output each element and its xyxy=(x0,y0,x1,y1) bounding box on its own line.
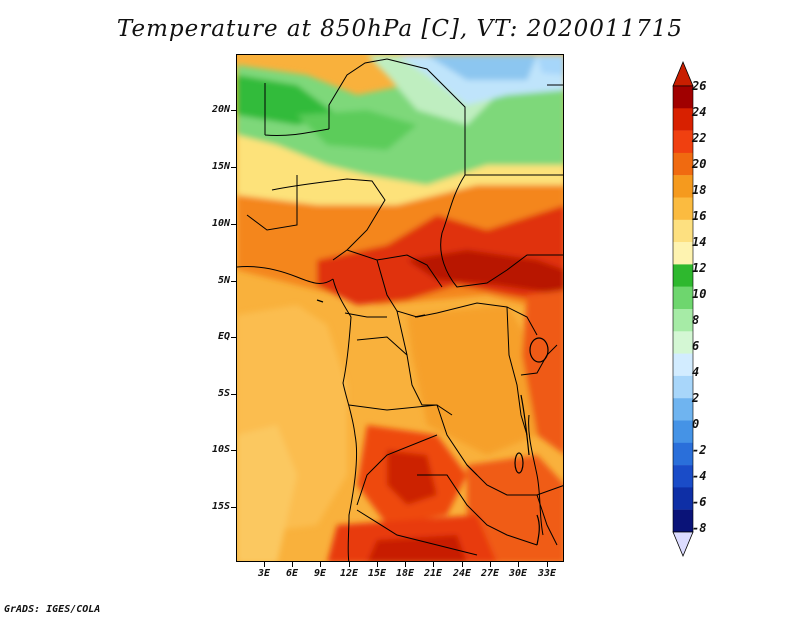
colorbar-label-neg4: -4 xyxy=(692,469,707,483)
colorbar-label-22: 22 xyxy=(692,131,707,145)
colorbar-segment xyxy=(673,108,693,131)
colorbar-label-26: 26 xyxy=(692,79,707,93)
colorbar-segment xyxy=(673,375,693,399)
lon-tick xyxy=(433,562,434,567)
lon-tick xyxy=(490,562,491,567)
colorbar-label-14: 14 xyxy=(692,235,707,249)
colorbar-segment xyxy=(673,242,693,265)
colorbar-label-6: 6 xyxy=(692,339,700,353)
lat-label-10n: 10N xyxy=(211,218,230,229)
colorbar-label-10: 10 xyxy=(692,287,707,301)
lon-tick xyxy=(547,562,548,567)
colorbar-label-8: 8 xyxy=(692,313,700,327)
lon-label-18e: 18E xyxy=(395,568,415,579)
colorbar-segment xyxy=(673,130,693,154)
lon-label-30e: 30E xyxy=(508,568,528,579)
lon-label-3e: 3E xyxy=(257,568,271,579)
credit-footer: GrADS: IGES/COLA xyxy=(4,604,101,615)
colorbar-segment xyxy=(673,86,693,109)
colorbar-label-24: 24 xyxy=(692,105,707,119)
colorbar-label-2: 2 xyxy=(692,391,700,405)
colorbar-upper-arrow xyxy=(672,60,694,87)
colorbar-segment xyxy=(673,331,693,354)
lat-label-10s: 10S xyxy=(211,444,230,455)
lon-tick xyxy=(349,562,350,567)
colorbar-label-16: 16 xyxy=(692,209,707,223)
lon-label-21e: 21E xyxy=(423,568,443,579)
lon-tick xyxy=(292,562,293,567)
lat-label-eq: EQ xyxy=(217,331,230,342)
colorbar-label-18: 18 xyxy=(692,183,707,197)
colorbar-label-0: 0 xyxy=(692,417,700,431)
lat-label-15s: 15S xyxy=(211,501,230,512)
lon-tick xyxy=(377,562,378,567)
lat-label-15n: 15N xyxy=(211,161,230,172)
lon-tick xyxy=(518,562,519,567)
lat-label-5s: 5S xyxy=(217,388,230,399)
colorbar-lower-arrow xyxy=(672,531,694,558)
lon-label-27e: 27E xyxy=(480,568,500,579)
colorbar-segment xyxy=(673,264,693,287)
colorbar-segment xyxy=(673,197,693,220)
lon-label-24e: 24E xyxy=(452,568,472,579)
colorbar-segment xyxy=(673,219,693,243)
colorbar-label-neg8: -8 xyxy=(692,521,707,535)
colorbar-label-neg6: -6 xyxy=(692,495,707,509)
lon-tick xyxy=(264,562,265,567)
temperature-map xyxy=(236,54,564,562)
colorbar-segment xyxy=(673,442,693,466)
colorbar-segment xyxy=(673,509,693,533)
colorbar-segment xyxy=(673,152,693,176)
colorbar-label-20: 20 xyxy=(692,157,707,171)
colorbar-label-neg2: -2 xyxy=(692,443,707,457)
lon-tick xyxy=(320,562,321,567)
lon-label-15e: 15E xyxy=(367,568,387,579)
lat-tick xyxy=(231,394,236,395)
colorbar-segment xyxy=(673,398,693,421)
colorbar-segment xyxy=(673,487,693,510)
lat-tick xyxy=(231,450,236,451)
map-title: Temperature at 850hPa [C], VT: 202001171… xyxy=(116,16,684,42)
lon-label-33e: 33E xyxy=(537,568,557,579)
lat-label-20n: 20N xyxy=(211,104,230,115)
lat-tick xyxy=(231,337,236,338)
lat-tick xyxy=(231,110,236,111)
colorbar-segment xyxy=(673,420,693,443)
colorbar-segment xyxy=(673,309,693,332)
colorbar-label-12: 12 xyxy=(692,261,707,275)
colorbar-segment xyxy=(673,175,693,198)
lat-label-5n: 5N xyxy=(217,275,230,286)
lat-tick xyxy=(231,281,236,282)
colorbar-segment xyxy=(673,353,693,377)
lat-tick xyxy=(231,167,236,168)
lon-label-12e: 12E xyxy=(339,568,359,579)
lon-label-9e: 9E xyxy=(313,568,327,579)
lon-tick xyxy=(462,562,463,567)
lon-tick xyxy=(405,562,406,567)
colorbar-label-4: 4 xyxy=(692,365,700,379)
lon-label-6e: 6E xyxy=(285,568,299,579)
colorbar-segment xyxy=(673,286,693,310)
colorbar xyxy=(672,60,694,558)
colorbar-segment xyxy=(673,465,693,488)
lat-tick xyxy=(231,224,236,225)
lat-tick xyxy=(231,507,236,508)
